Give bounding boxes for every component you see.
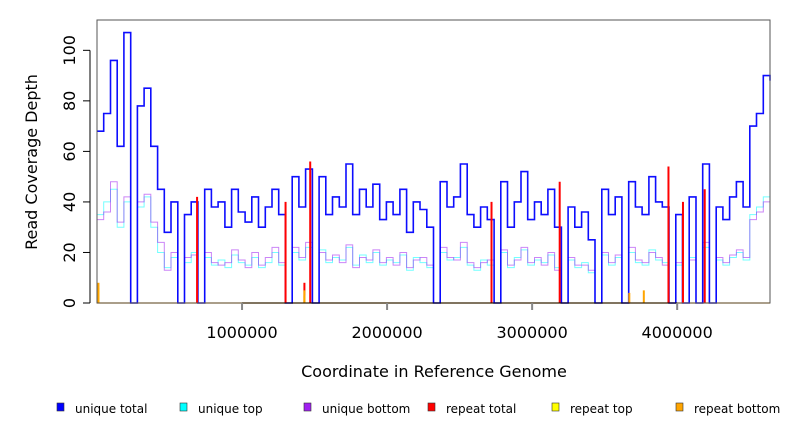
legend-label: repeat top [570,402,633,416]
legend-label: repeat bottom [694,402,780,416]
y-axis-title: Read Coverage Depth [22,74,41,250]
y-tick-label: 40 [60,192,79,212]
legend-label: unique bottom [322,402,410,416]
y-tick-label: 100 [60,35,79,66]
legend-swatch [56,402,65,412]
legend-swatch [427,402,436,412]
legend-label: unique top [198,402,263,416]
y-tick-label: 0 [60,298,79,308]
legend-item: unique total [56,402,147,416]
legend-item: repeat top [551,402,633,416]
plot-marks [97,31,771,304]
x-tick-label: 3000000 [496,323,567,342]
x-tick-label: 1000000 [206,323,277,342]
axes: 1000000 2000000 3000000 4000000 0 20 40 60 80 100 [60,35,713,342]
y-tick-label: 60 [60,141,79,161]
legend: unique total unique top unique bottom repea… [56,402,780,416]
legend-label: repeat total [446,402,516,416]
legend-item: repeat bottom [675,402,780,416]
legend-swatch [179,402,188,412]
legend-label: unique total [75,402,147,416]
x-tick-label: 2000000 [351,323,422,342]
legend-swatch [675,402,684,412]
legend-item: unique bottom [303,402,410,416]
legend-item: repeat total [427,402,516,416]
x-axis-title: Coordinate in Reference Genome [301,362,567,381]
y-tick-label: 20 [60,242,79,262]
legend-swatch [303,402,312,412]
x-tick-label: 4000000 [642,323,713,342]
legend-item: unique top [179,402,263,416]
legend-swatch [551,402,560,412]
y-tick-label: 80 [60,91,79,111]
